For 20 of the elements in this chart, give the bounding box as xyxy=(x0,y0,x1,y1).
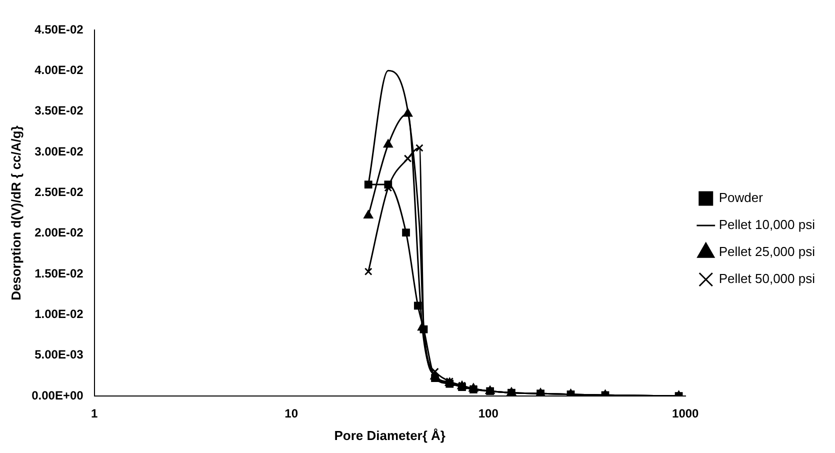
x-tick-label: 1 xyxy=(90,406,98,421)
y-tick-label: 4.50E-02 xyxy=(34,22,84,36)
y-tick-label: 3.00E-02 xyxy=(34,144,84,158)
x-axis-title: Pore Diameter{ Å} xyxy=(334,428,446,443)
y-tick-label: 0.00E+00 xyxy=(32,388,84,402)
legend-label: Pellet 50,000 psi xyxy=(718,271,816,286)
y-tick-label: 2.00E-02 xyxy=(34,226,84,240)
legend-label: Pellet 10,000 psi xyxy=(718,217,816,232)
y-tick-label: 3.50E-02 xyxy=(34,104,84,118)
legend-label: Powder xyxy=(718,190,764,206)
y-tick-label: 1.00E-02 xyxy=(34,306,84,321)
y-tick-label: 2.50E-02 xyxy=(34,184,84,199)
y-tick-label: 4.00E-02 xyxy=(34,62,84,77)
y-axis-title: Desorption d(V)/dR { cc/A/g} xyxy=(8,126,24,300)
x-tick-label: 100 xyxy=(478,406,499,421)
y-tick-label: 1.50E-02 xyxy=(34,266,84,280)
x-tick-label: 10 xyxy=(284,406,298,421)
legend-label: Pellet 25,000 psi xyxy=(718,244,816,260)
y-tick-label: 5.00E-03 xyxy=(34,348,84,362)
x-tick-label: 1000 xyxy=(672,406,700,421)
